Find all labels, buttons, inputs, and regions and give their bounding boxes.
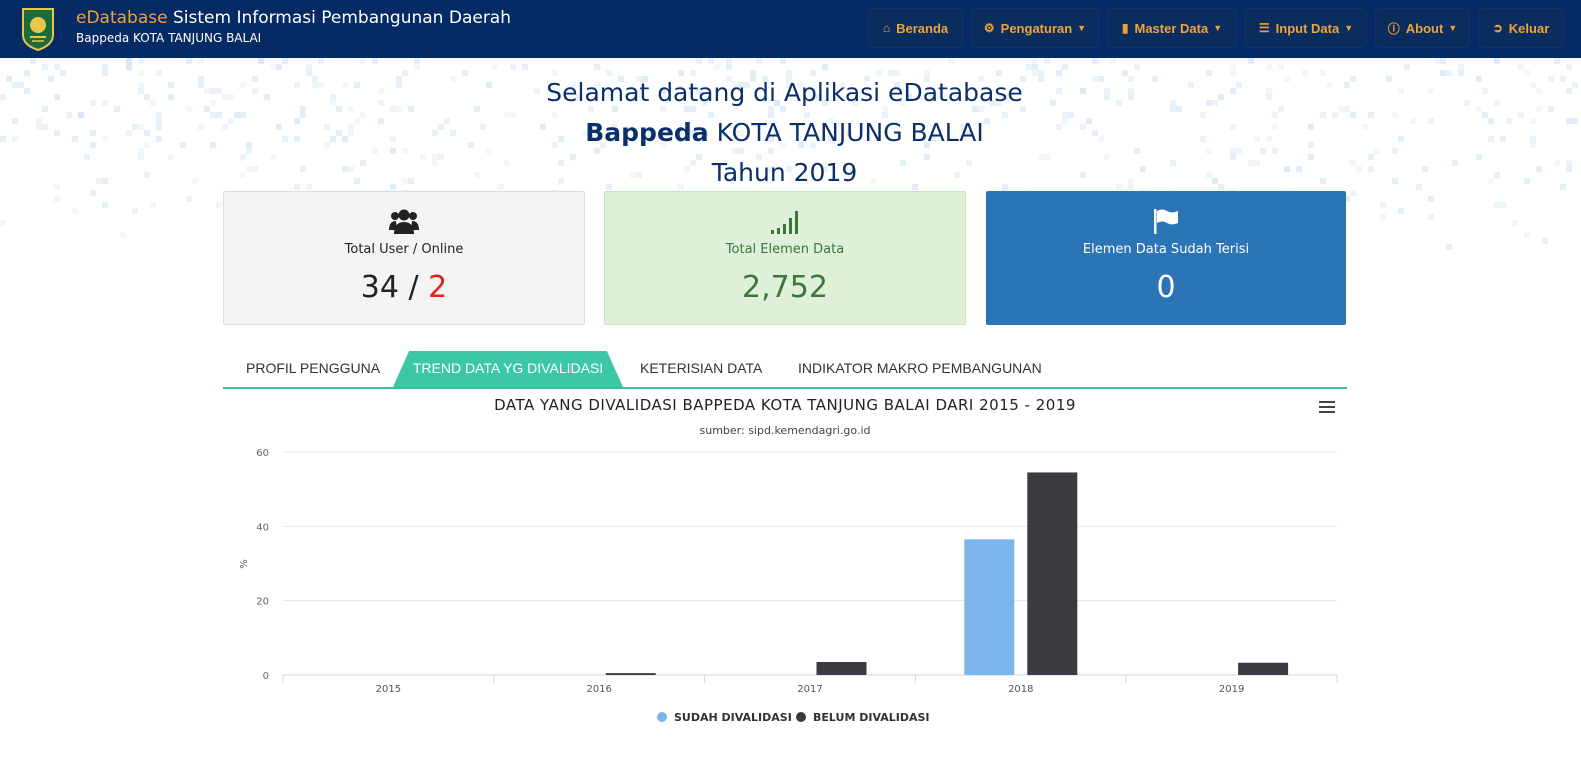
welcome-city: KOTA TANJUNG BALAI [708, 118, 984, 147]
cogs-icon: ⚙ [983, 21, 995, 35]
user-separator: / [398, 270, 429, 305]
nav-about-label: About [1405, 20, 1444, 36]
brand-highlight: eDatabase [76, 8, 168, 28]
signal-icon [605, 207, 965, 239]
x-tick-label: 2019 [1219, 684, 1244, 695]
x-tick-label: 2015 [376, 684, 401, 695]
nav-master-data[interactable]: ▮ Master Data ▼ [1107, 8, 1237, 48]
top-navbar: eDatabase Sistem Informasi Pembangunan D… [0, 0, 1581, 58]
total-user-count: 34 [360, 270, 399, 305]
caret-down-icon: ▼ [1077, 23, 1087, 33]
legend-marker[interactable] [657, 712, 667, 722]
welcome-line-2: Bappeda KOTA TANJUNG BALAI [0, 118, 1569, 147]
x-tick-label: 2017 [797, 684, 822, 695]
x-tick-label: 2016 [586, 684, 611, 695]
nav-keluar[interactable]: ➲ Keluar [1478, 8, 1564, 48]
caret-down-icon: ▼ [1213, 23, 1223, 33]
bar-sudah-divalidasi[interactable] [964, 539, 1015, 675]
nav-pengaturan-label: Pengaturan [1000, 20, 1073, 36]
nav-pengaturan[interactable]: ⚙ Pengaturan ▼ [971, 8, 1099, 48]
legend-label[interactable]: SUDAH DIVALIDASI [674, 711, 792, 724]
tab-profil-pengguna[interactable]: PROFIL PENGGUNA [246, 360, 381, 376]
app-brand[interactable]: eDatabase Sistem Informasi Pembangunan D… [76, 8, 511, 28]
info-icon: ⓘ [1387, 21, 1400, 36]
nav-beranda-label: Beranda [896, 20, 949, 36]
y-tick-label: 0 [263, 671, 269, 682]
bar-belum-divalidasi[interactable] [605, 673, 656, 675]
online-user-count: 2 [428, 270, 448, 305]
nav-beranda[interactable]: ⌂ Beranda [868, 8, 963, 48]
card-total-user-title: Total User / Online [344, 242, 464, 257]
server-icon: ☰ [1258, 21, 1270, 35]
brand-subtitle: Bappeda KOTA TANJUNG BALAI [76, 31, 262, 45]
nav-master-data-label: Master Data [1134, 20, 1209, 36]
nav-input-data[interactable]: ☰ Input Data ▼ [1245, 8, 1367, 48]
tab-keterisian-data[interactable]: KETERISIAN DATA [640, 360, 763, 376]
caret-down-icon: ▼ [1344, 23, 1354, 33]
card-total-user: Total User / Online 34 / 2 [223, 191, 585, 325]
y-tick-label: 40 [256, 522, 269, 533]
tab-bar: PROFIL PENGGUNA TREND DATA YG DIVALIDASI… [223, 351, 1347, 389]
tab-trend-data[interactable]: TREND DATA YG DIVALIDASI [393, 351, 623, 387]
sign-out-icon: ➲ [1492, 21, 1503, 35]
card-total-elemen-title: Total Elemen Data [725, 242, 845, 257]
chart-title: DATA YANG DIVALIDASI BAPPEDA KOTA TANJUN… [494, 396, 1076, 414]
flag-icon [987, 207, 1345, 239]
bar-belum-divalidasi[interactable] [1027, 472, 1078, 675]
users-icon [224, 207, 584, 239]
welcome-line-1: Selamat datang di Aplikasi eDatabase [546, 78, 1023, 107]
caret-down-icon: ▼ [1448, 23, 1458, 33]
card-elemen-terisi-title: Elemen Data Sudah Terisi [1082, 242, 1250, 257]
bar-belum-divalidasi[interactable] [1238, 662, 1289, 675]
card-total-elemen-value: 2,752 [742, 270, 828, 305]
nav-input-data-label: Input Data [1275, 20, 1340, 36]
card-elemen-terisi-value: 0 [1156, 270, 1176, 305]
nav-about[interactable]: ⓘ About ▼ [1375, 8, 1470, 48]
welcome-bappeda: Bappeda [585, 118, 709, 147]
chart-menu-icon[interactable] [1319, 401, 1335, 415]
y-axis-label: % [239, 559, 250, 569]
card-total-elemen: Total Elemen Data 2,752 [604, 191, 966, 325]
x-tick-label: 2018 [1008, 684, 1033, 695]
home-icon: ⌂ [882, 21, 891, 35]
legend-marker[interactable] [796, 712, 806, 722]
folder-icon: ▮ [1121, 21, 1129, 35]
nav-keluar-label: Keluar [1508, 20, 1550, 36]
y-tick-label: 20 [256, 597, 269, 608]
brand-rest: Sistem Informasi Pembangunan Daerah [167, 8, 511, 28]
y-tick-label: 60 [256, 448, 269, 459]
card-total-user-value: 34 / 2 [224, 270, 584, 305]
tab-indikator-makro[interactable]: INDIKATOR MAKRO PEMBANGUNAN [798, 360, 1042, 376]
city-emblem-logo [22, 8, 54, 51]
legend-label[interactable]: BELUM DIVALIDASI [813, 711, 930, 724]
card-elemen-terisi: Elemen Data Sudah Terisi 0 [986, 191, 1346, 325]
bar-belum-divalidasi[interactable] [816, 661, 867, 675]
welcome-year: Tahun 2019 [711, 158, 858, 187]
chart-subtitle: sumber: sipd.kemendagri.go.id [699, 424, 871, 437]
